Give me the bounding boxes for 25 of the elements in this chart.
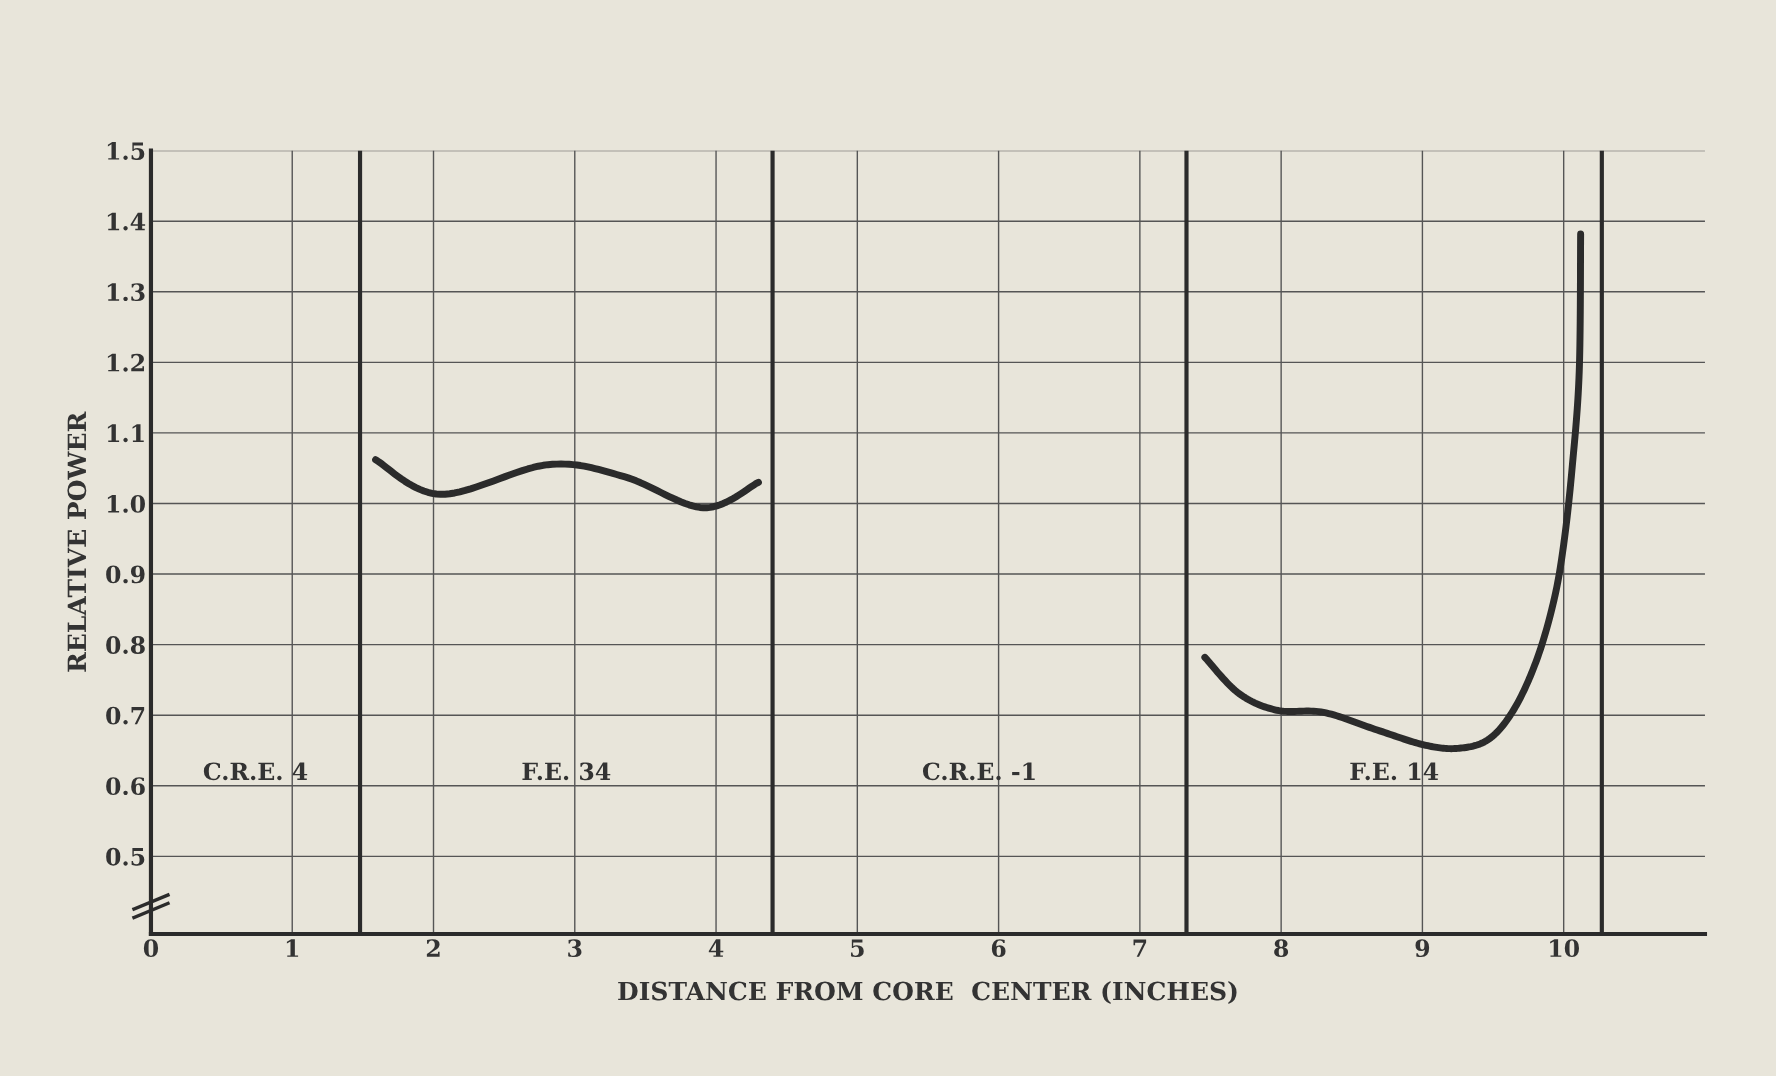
x-tick-label: 9 [1415, 939, 1430, 958]
x-tick-label: 2 [426, 939, 440, 957]
x-tick-label: 4 [708, 939, 724, 957]
x-tick-label: 5 [851, 939, 864, 958]
y-tick-label: 1.5 [107, 142, 145, 160]
y-tick-label: 0.5 [106, 847, 145, 866]
y-tick-label: 1.4 [107, 212, 146, 231]
y-tick-label: 0.9 [106, 565, 145, 584]
y-tick-label: 1.3 [107, 283, 145, 302]
x-tick-label: 7 [1133, 939, 1147, 957]
x-tick-label: 3 [568, 939, 582, 958]
annotation: F.E. 34 [522, 762, 611, 781]
x-axis-title: DISTANCE FROM CORE CENTER (INCHES) [618, 981, 1237, 1005]
y-tick-label: 1.1 [107, 424, 144, 443]
y-tick-label: 0.7 [106, 706, 145, 725]
y-tick-label: 1.0 [107, 494, 145, 513]
x-tick-label: 10 [1550, 939, 1580, 958]
x-tick-label: 8 [1274, 939, 1289, 958]
y-tick-label: 0.6 [106, 777, 145, 796]
x-tick-label: 0 [143, 939, 159, 958]
y-tick-label: 1.2 [107, 353, 144, 372]
y-tick-label: 0.8 [106, 636, 145, 654]
y-axis-title: RELATIVE POWER [67, 411, 87, 672]
x-tick-label: 6 [991, 939, 1006, 958]
x-tick-label: 1 [286, 939, 299, 957]
